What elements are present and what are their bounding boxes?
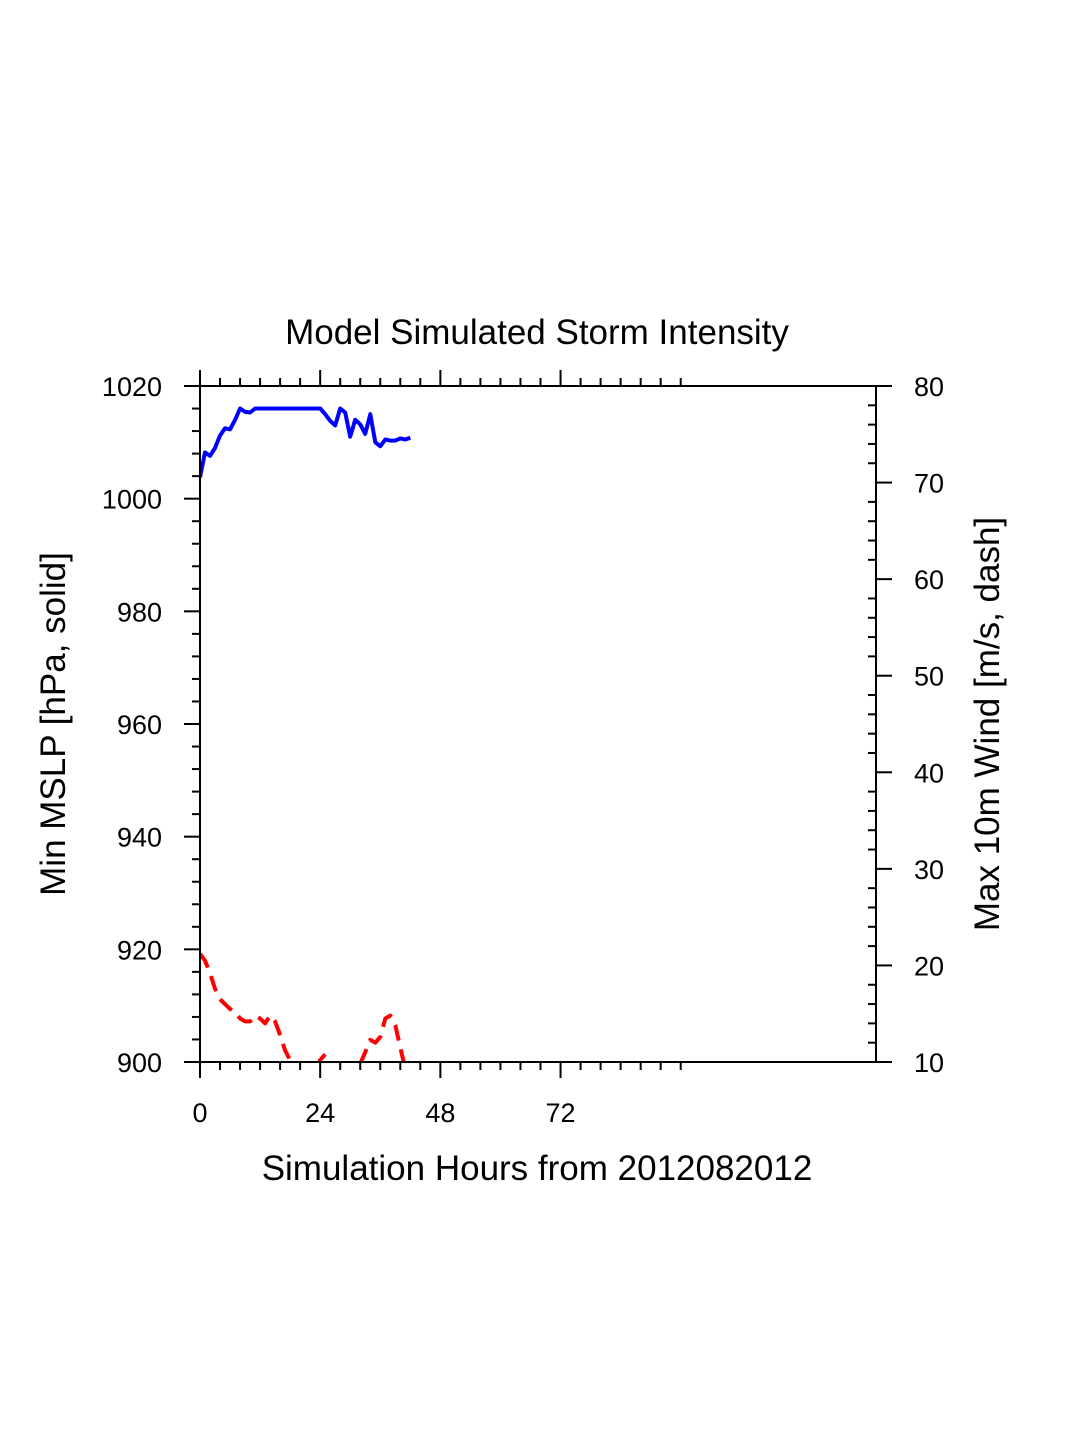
x-tick-label: 48 (425, 1098, 455, 1128)
y-right-tick-label: 10 (914, 1048, 944, 1078)
y-left-tick-label: 1000 (102, 485, 162, 515)
y-left-tick-label: 920 (117, 935, 162, 965)
y-right-tick-label: 70 (914, 469, 944, 499)
x-tick-label: 0 (192, 1098, 207, 1128)
y-left-tick-label: 1020 (102, 372, 162, 402)
y-right-tick-label: 50 (914, 662, 944, 692)
y-right-tick-label: 20 (914, 951, 944, 981)
y-left-tick-label: 960 (117, 710, 162, 740)
y-axis-right-label: Max 10m Wind [m/s, dash] (968, 517, 1007, 931)
y-left-tick-label: 900 (117, 1048, 162, 1078)
y-left-tick-label: 940 (117, 823, 162, 853)
y-right-tick-label: 80 (914, 372, 944, 402)
x-tick-label: 24 (305, 1098, 335, 1128)
series-layer (200, 406, 411, 1062)
y-right-tick-label: 60 (914, 565, 944, 595)
tick-labels: 0 24 48 72900920940960980100010201020304050… (102, 372, 944, 1128)
y-left-tick-label: 980 (117, 597, 162, 627)
y-right-tick-label: 30 (914, 855, 944, 885)
axis-ticks (184, 370, 892, 1078)
plot-frame (199, 385, 877, 1063)
min-mslp-series-line (200, 406, 411, 478)
x-axis-label: Simulation Hours from 2012082012 (262, 1149, 813, 1188)
y-axis-left-label: Min MSLP [hPa, solid] (34, 552, 73, 896)
chart-title: Model Simulated Storm Intensity (285, 313, 789, 352)
x-tick-label: 72 (546, 1098, 576, 1128)
max-wind-series-line (200, 952, 406, 1062)
y-right-tick-label: 40 (914, 758, 944, 788)
